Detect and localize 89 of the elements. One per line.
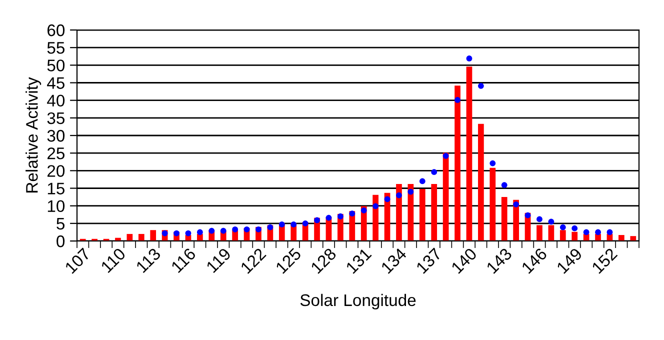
x-tick-label: 137 xyxy=(416,247,442,274)
point xyxy=(501,182,508,188)
x-axis-title: Solar Longitude xyxy=(300,294,416,310)
point xyxy=(560,224,566,230)
bar xyxy=(501,197,508,241)
point xyxy=(466,56,472,62)
y-tick-label: 60 xyxy=(48,24,65,36)
point xyxy=(408,188,414,195)
y-tick-label: 0 xyxy=(56,235,65,248)
x-tick-label: 131 xyxy=(345,247,372,274)
point xyxy=(524,212,531,218)
x-tick-label: 119 xyxy=(206,247,232,274)
point xyxy=(256,226,262,232)
x-tick-label: 107 xyxy=(64,247,91,274)
point xyxy=(536,216,542,222)
point xyxy=(208,228,215,234)
bar xyxy=(138,234,144,241)
y-tick-label: 10 xyxy=(48,200,65,212)
point xyxy=(478,82,484,89)
bar xyxy=(466,66,472,241)
x-tick-label: 113 xyxy=(136,247,162,274)
point xyxy=(290,222,297,228)
y-tick-label: 25 xyxy=(47,147,64,160)
bar xyxy=(618,235,624,241)
y-tick-label: 5 xyxy=(56,218,64,230)
x-tick-label: 128 xyxy=(310,247,337,274)
point xyxy=(360,207,367,214)
bar xyxy=(372,194,378,241)
point xyxy=(513,201,520,208)
x-tick-label: 149 xyxy=(556,247,583,274)
point xyxy=(278,222,285,228)
bar xyxy=(396,184,402,241)
point xyxy=(606,229,613,236)
y-tick-label: 50 xyxy=(47,60,65,72)
x-tick-label: 125 xyxy=(275,247,302,274)
point xyxy=(232,226,238,232)
y-tick-label: 30 xyxy=(47,130,65,142)
y-tick-label: 40 xyxy=(47,94,65,107)
bar xyxy=(560,230,566,241)
x-tick-label: 140 xyxy=(450,247,478,274)
bar xyxy=(630,236,636,241)
point xyxy=(372,203,379,210)
point xyxy=(267,224,274,230)
point xyxy=(548,218,554,225)
point xyxy=(244,226,250,232)
bar xyxy=(419,188,426,241)
x-tick-label: 122 xyxy=(240,247,266,274)
point xyxy=(442,152,449,159)
x-tick-label: 134 xyxy=(380,247,408,274)
bar xyxy=(442,152,449,241)
point xyxy=(220,228,226,234)
x-tick-label: 143 xyxy=(486,247,512,274)
y-tick-label: 20 xyxy=(47,165,65,177)
x-tick-label: 116 xyxy=(170,247,196,274)
point xyxy=(196,229,203,236)
y-tick-label: 45 xyxy=(47,77,64,89)
bar xyxy=(513,200,519,241)
point xyxy=(337,213,344,220)
bar xyxy=(572,232,578,241)
x-tick-label: 146 xyxy=(521,247,548,274)
point xyxy=(583,229,590,236)
point xyxy=(384,196,390,202)
point xyxy=(314,217,320,224)
y-tick-label: 15 xyxy=(48,182,64,194)
point xyxy=(572,225,578,232)
point xyxy=(326,214,332,221)
point xyxy=(595,229,601,236)
point xyxy=(162,230,168,236)
point xyxy=(349,210,356,217)
point xyxy=(396,192,402,198)
point xyxy=(454,97,460,103)
bar xyxy=(548,225,554,241)
bar xyxy=(478,124,484,241)
y-tick-label: 35 xyxy=(47,112,64,124)
point xyxy=(174,230,180,236)
y-tick-label: 55 xyxy=(47,42,64,54)
x-tick-label: 110 xyxy=(100,247,126,274)
x-tick-label: 152 xyxy=(591,247,618,274)
bar xyxy=(431,184,438,241)
point xyxy=(302,220,308,226)
bar xyxy=(454,86,460,241)
point xyxy=(490,160,496,166)
y-axis-title: Relative Activity xyxy=(26,77,42,192)
bar xyxy=(150,230,156,241)
bar xyxy=(490,168,496,241)
point xyxy=(185,230,192,236)
point xyxy=(431,169,438,176)
bar xyxy=(536,225,542,241)
point xyxy=(419,178,426,184)
